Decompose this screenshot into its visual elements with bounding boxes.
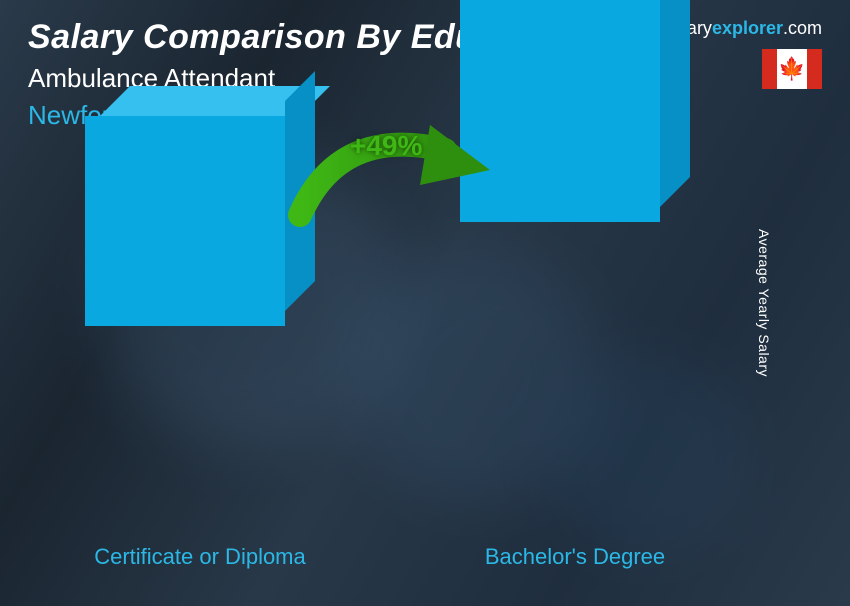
flag-icon: 🍁 — [762, 49, 822, 89]
bar-side-face — [660, 0, 690, 207]
maple-leaf-icon: 🍁 — [778, 58, 805, 80]
brand-suffix: .com — [783, 18, 822, 38]
bar-category-label: Certificate or Diploma — [85, 544, 315, 570]
brand-accent: explorer — [712, 18, 783, 38]
arrow-head-icon — [420, 125, 490, 185]
flag-center: 🍁 — [777, 49, 807, 89]
bar-front-face — [85, 116, 285, 326]
bar-category-label: Bachelor's Degree — [460, 544, 690, 570]
bar-chart: 72,300 CAD Certificate or Diploma 108,00… — [0, 160, 850, 576]
percent-increase-badge: +49% — [350, 130, 422, 162]
bar-certificate: 72,300 CAD Certificate or Diploma — [85, 326, 315, 536]
